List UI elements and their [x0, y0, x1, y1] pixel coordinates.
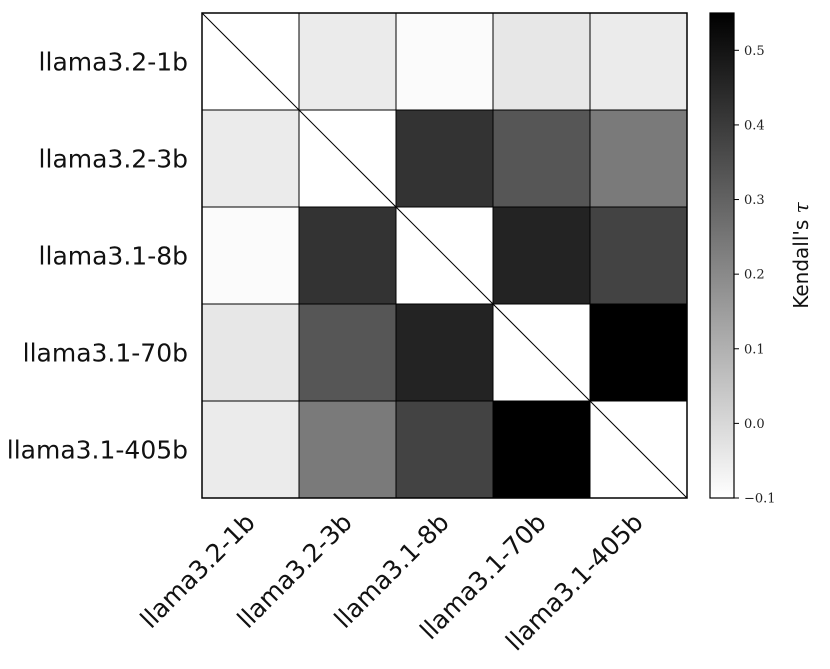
heatmap-cell	[201, 109, 300, 208]
heatmap-cell	[492, 12, 591, 111]
heatmap-cell	[492, 109, 591, 208]
heatmap-cell	[395, 12, 494, 111]
heatmap-cell	[201, 400, 300, 499]
heatmap-cells	[201, 12, 688, 499]
heatmap-cell	[589, 109, 688, 208]
colorbar	[709, 12, 735, 499]
y-tick-label: llama3.2-3b	[39, 145, 188, 174]
heatmap-cell	[395, 109, 494, 208]
colorbar-ticks: −0.1 0.0 0.1 0.2 0.3 0.4 0.5	[734, 44, 776, 507]
heatmap-cell	[395, 400, 494, 499]
colorbar-tick-label: 0.4	[744, 118, 765, 133]
heatmap-cell	[298, 206, 397, 305]
colorbar-tick-label: −0.1	[744, 492, 776, 507]
colorbar-title: Kendall's τ	[789, 201, 813, 308]
colorbar-tick-label: 0.5	[744, 44, 765, 59]
heatmap-cell	[492, 400, 591, 499]
colorbar-tick-label: 0.2	[744, 268, 765, 283]
heatmap-cell	[589, 303, 688, 402]
colorbar-title-symbol: τ	[789, 201, 813, 213]
diagonal-line	[201, 12, 688, 499]
heatmap-cell	[201, 206, 300, 305]
heatmap-frame	[201, 12, 688, 499]
heatmap-cell	[589, 12, 688, 111]
heatmap-cell	[298, 400, 397, 499]
colorbar-tick-label: 0.3	[744, 193, 765, 208]
heatmap-cell	[492, 206, 591, 305]
diagonal-line-group	[201, 12, 688, 499]
y-tick-label: llama3.1-8b	[39, 242, 188, 271]
heatmap-cell	[201, 303, 300, 402]
y-tick-labels: llama3.2-1b llama3.2-3b llama3.1-8b llama3.…	[7, 48, 188, 465]
x-tick-labels: llama3.2-1bllama3.2-3bllama3.1-8bllama3.…	[135, 508, 649, 657]
colorbar-title-text: Kendall's	[789, 220, 813, 309]
heatmap-cell	[395, 303, 494, 402]
y-tick-label: llama3.1-405b	[7, 436, 188, 465]
y-tick-label: llama3.1-70b	[23, 339, 188, 368]
heatmap-cell	[298, 12, 397, 111]
heatmap-cell	[298, 303, 397, 402]
heatmap-cell	[589, 206, 688, 305]
colorbar-tick-label: 0.1	[744, 342, 765, 357]
y-tick-label: llama3.2-1b	[39, 48, 188, 77]
colorbar-tick-label: 0.0	[744, 417, 765, 432]
